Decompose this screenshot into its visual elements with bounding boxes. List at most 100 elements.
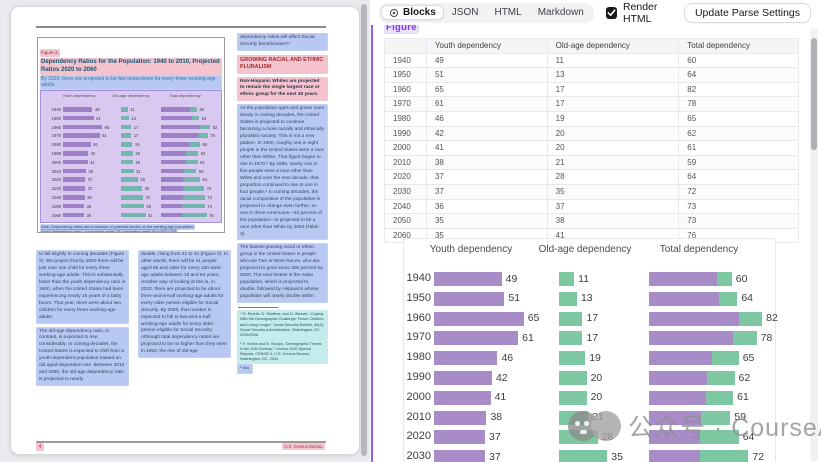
chart-row: 2060 35 41 76	[41, 212, 221, 218]
pdf-paragraph[interactable]: Non-Hispanic Whites are projected to rem…	[238, 77, 327, 101]
pdf-paragraph[interactable]: As the population ages and grows more sl…	[238, 105, 327, 240]
right-scrollbar-track[interactable]	[810, 28, 818, 462]
bar-value: 20	[135, 159, 141, 165]
pdf-figure-chart[interactable]: Youth dependency Old-age dependency Total …	[41, 90, 221, 222]
bar-total-old-part	[700, 430, 739, 445]
bar-value: 37	[145, 195, 151, 200]
bar-total-old-part	[197, 133, 208, 138]
tab-blocks[interactable]: Blocks	[381, 5, 444, 20]
bar-old-age	[559, 371, 587, 385]
table-cell-year: 1960	[384, 81, 427, 98]
bar-total-old-part	[186, 151, 199, 156]
page-top-rule	[36, 26, 326, 28]
chart-row: 1950 51 13 64	[41, 115, 221, 121]
bar-old-age	[559, 351, 586, 366]
bar-total-youth-part	[649, 351, 713, 366]
chart-row: 2050 35 38 73	[41, 203, 221, 209]
tab-json[interactable]: JSON	[444, 5, 487, 20]
chart-column-header: Old-age dependency	[538, 244, 632, 255]
rendered-figure-chart: Youth dependency Old-age dependency Total …	[403, 238, 778, 462]
chart-row: 2010 38 21 59	[41, 168, 221, 174]
chart-year-label: 1970	[406, 331, 431, 344]
chart-year-label: 1980	[51, 142, 61, 148]
table-cell-year: 1990	[384, 125, 427, 142]
bar-value: 49	[505, 272, 518, 285]
render-html-checkbox[interactable]	[605, 6, 617, 19]
table-cell: 78	[678, 96, 799, 112]
chart-year-label: 2060	[51, 212, 61, 218]
bar-total-youth-part	[649, 410, 702, 425]
pdf-page[interactable]: Figure 2. Dependency Ratios for the Popu…	[10, 6, 360, 455]
bar-total-old-part	[719, 291, 738, 306]
chart-row: 1990 42 20 62	[404, 368, 775, 388]
bar-old-age	[121, 159, 133, 165]
pdf-figure-block[interactable]: Figure 2. Dependency Ratios for the Popu…	[37, 37, 225, 233]
table-column-header: Old-age dependency	[546, 38, 680, 54]
table-cell-year: 2030	[384, 183, 427, 200]
bar-youth	[434, 371, 492, 385]
table-row: 2030 37 35 72	[384, 183, 799, 200]
chart-year-label: 2020	[406, 430, 431, 443]
table-cell: 38	[546, 213, 680, 229]
pdf-paragraph[interactable]: double, rising from 21 to 41 (Figure 2).…	[139, 251, 230, 358]
block-type-chip[interactable]: Figure	[384, 25, 419, 34]
bar-total-youth-part	[161, 186, 184, 191]
tab-markdown[interactable]: Markdown	[530, 5, 592, 20]
table-row: 1980 46 19 65	[384, 110, 799, 127]
table-cell: 60	[678, 52, 799, 69]
bar-total-youth-part	[161, 212, 182, 218]
bar-value: 65	[742, 351, 755, 364]
bar-youth	[434, 311, 524, 326]
pdf-paragraph[interactable]: dependency ratios will affect Social Sec…	[238, 34, 327, 50]
pdf-paragraph[interactable]: to fall slightly in coming decades (Figu…	[37, 251, 128, 323]
pdf-footnote[interactable]: ⁶ Ibid.	[238, 365, 252, 373]
toolbar: Blocks JSON HTML Markdown Render HTML Updat…	[370, 0, 821, 25]
chart-column-header: Youth dependency	[429, 244, 513, 255]
bar-youth	[63, 186, 86, 191]
bar-total-old-part	[701, 410, 731, 425]
bar-value: 20	[135, 151, 141, 156]
bar-youth	[434, 430, 486, 445]
bar-total-youth-part	[649, 272, 717, 286]
table-cell-year: 1980	[384, 110, 427, 127]
tab-html[interactable]: HTML	[486, 5, 529, 20]
bar-youth	[63, 115, 94, 121]
table-row: 2000 41 20 61	[384, 140, 799, 156]
bar-value: 61	[737, 391, 749, 404]
pdf-paragraph[interactable]: The fastest-growing racial or ethnic gro…	[238, 244, 327, 303]
pdf-scrollbar[interactable]	[361, 4, 367, 456]
chart-column-header: Total dependency	[659, 244, 739, 255]
table-row: 2020 37 28 64	[384, 169, 799, 185]
update-parse-settings-button[interactable]: Update Parse Settings	[683, 2, 811, 23]
bar-old-age	[121, 133, 132, 138]
pdf-footnote[interactable]: ⁴ G. Reznik, D. Shoffner, and D. Weaver,…	[238, 311, 327, 339]
table-cell-year: 2050	[384, 213, 427, 229]
pdf-section-heading[interactable]: GROWING RACIAL AND ETHNIC PLURALISM	[238, 55, 327, 73]
bar-old-age	[121, 168, 134, 174]
pdf-figure-label: Figure 2.	[41, 50, 59, 56]
pdf-footnote[interactable]: ⁵ F. Hobbs and N. Stoops, “Demographic T…	[238, 340, 327, 364]
chart-year-label: 2010	[51, 168, 61, 174]
bar-old-age	[121, 107, 128, 112]
table-cell: 37	[425, 169, 548, 185]
tab-label: HTML	[494, 7, 522, 18]
bar-total-old-part	[738, 311, 763, 326]
bar-total-old-part	[182, 195, 205, 200]
bar-value: 82	[212, 124, 218, 130]
bar-value: 65	[527, 312, 540, 325]
table-cell-year: 2040	[384, 198, 427, 215]
bar-youth	[434, 331, 519, 346]
bar-total-old-part	[183, 186, 205, 191]
right-scrollbar-thumb[interactable]	[811, 38, 817, 150]
bar-value: 65	[202, 142, 208, 148]
table-cell: 41	[425, 140, 548, 156]
bar-value: 37	[87, 177, 93, 183]
bar-total-old-part	[188, 142, 200, 147]
pdf-paragraph[interactable]: The old-age dependency ratio, in contras…	[37, 327, 128, 386]
chart-year-label: 2040	[51, 195, 61, 200]
table-cell: 37	[546, 198, 680, 215]
bar-value: 38	[490, 411, 503, 424]
chart-row: 1950 51 13 64	[404, 289, 775, 309]
bar-total-youth-part	[649, 311, 739, 326]
